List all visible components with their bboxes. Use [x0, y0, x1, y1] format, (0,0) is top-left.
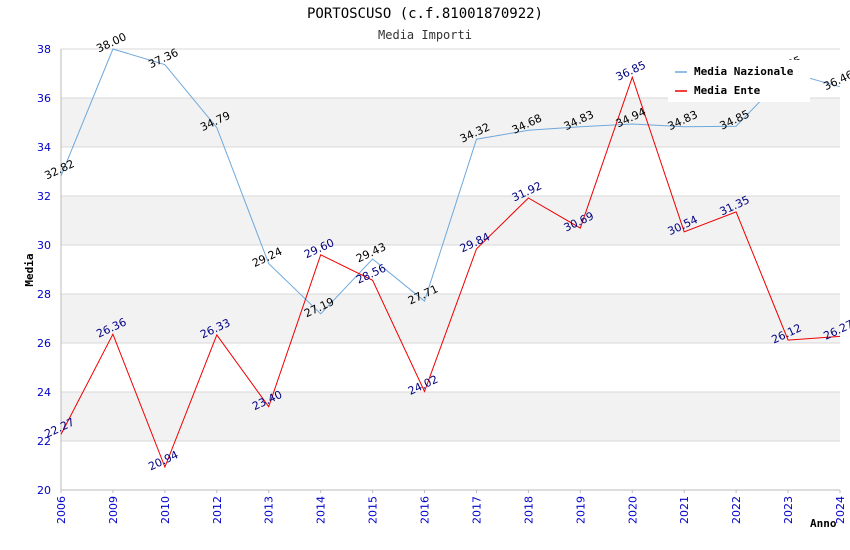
x-tick-label: 2017: [470, 496, 483, 524]
x-tick-label: 2021: [678, 496, 691, 524]
y-tick-label: 20: [37, 484, 51, 497]
grid-band: [61, 294, 840, 343]
y-tick-label: 30: [37, 239, 51, 252]
y-tick-label: 32: [37, 190, 51, 203]
x-tick-label: 2016: [419, 496, 432, 524]
x-tick-label: 2015: [367, 496, 380, 524]
grid-band: [61, 98, 840, 147]
x-tick-label: 2019: [574, 496, 587, 524]
x-tick-label: 2006: [55, 496, 68, 524]
x-tick-label: 2014: [315, 496, 328, 524]
y-tick-label: 34: [37, 141, 51, 154]
chart-subtitle: Media Importi: [378, 28, 472, 42]
x-tick-label: 2010: [159, 496, 172, 524]
legend-box: [668, 60, 810, 102]
x-tick-label: 2023: [782, 496, 795, 524]
legend: Media Nazionale Media Ente: [668, 60, 810, 102]
x-axis-label: Anno: [810, 517, 837, 530]
y-tick-label: 28: [37, 288, 51, 301]
series-line-media-nazionale: [60, 48, 841, 315]
y-tick-label: 22: [37, 435, 51, 448]
x-tick-label: 2022: [730, 496, 743, 524]
axes: [60, 49, 841, 493]
plot-background-bands: [61, 49, 840, 490]
series-lines: [60, 48, 841, 469]
y-tick-label: 26: [37, 337, 51, 350]
y-axis-label: Media: [23, 253, 36, 286]
y-tick-label: 38: [37, 43, 51, 56]
x-tick-label: 2024: [834, 496, 847, 524]
x-tick-label: 2009: [107, 496, 120, 524]
x-tick-label: 2012: [211, 496, 224, 524]
x-tick-label: 2018: [522, 496, 535, 524]
y-tick-label: 36: [37, 92, 51, 105]
legend-label-media-ente: Media Ente: [694, 84, 761, 97]
x-tick-label: 2013: [263, 496, 276, 524]
chart-title: PORTOSCUSO (c.f.81001870922): [307, 6, 543, 22]
legend-label-media-nazionale: Media Nazionale: [694, 65, 794, 78]
x-tick-label: 2020: [626, 496, 639, 524]
y-tick-label: 24: [37, 386, 51, 399]
series-line-media-ente: [60, 75, 841, 469]
